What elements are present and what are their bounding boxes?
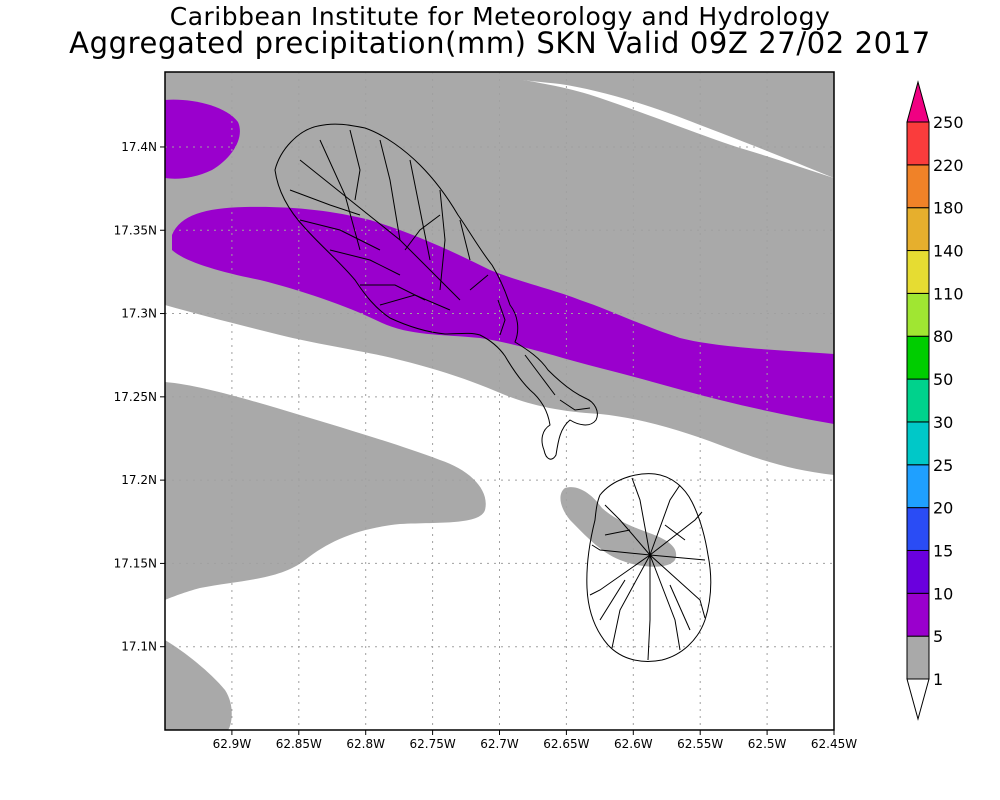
colorbar-level-label: 30 xyxy=(933,413,953,432)
colorbar-segment xyxy=(906,635,930,680)
lat-tick-label: 17.2N xyxy=(121,473,157,487)
colorbar-segment xyxy=(906,421,930,466)
nevis-outline xyxy=(586,473,712,662)
lon-tick-label: 62.65W xyxy=(543,737,589,751)
title-line-2: Aggregated precipitation(mm) SKN Valid 0… xyxy=(69,26,931,60)
map-grid xyxy=(165,72,834,730)
colorbar-level-label: 50 xyxy=(933,370,953,389)
precip-area-5-10mm-northwest xyxy=(165,99,240,179)
lat-tick-label: 17.35N xyxy=(114,223,157,237)
colorbar-level-label: 110 xyxy=(933,284,964,303)
colorbar-level-label: 15 xyxy=(933,541,953,560)
lat-tick-label: 17.4N xyxy=(121,140,157,154)
lon-tick-label: 62.5W xyxy=(748,737,787,751)
colorbar-segment xyxy=(906,378,930,423)
colorbar-level-label: 180 xyxy=(933,199,964,218)
lon-axis: 62.9W 62.85W 62.8W 62.75W 62.7W 62.65W 62.6W 62… xyxy=(213,730,857,751)
colorbar-level-label: 20 xyxy=(933,499,953,518)
lon-tick-label: 62.6W xyxy=(614,737,653,751)
lon-tick-label: 62.85W xyxy=(276,737,322,751)
colorbar-over-triangle xyxy=(906,80,930,123)
colorbar-level-label: 10 xyxy=(933,584,953,603)
precip-area-1-5mm-nevis xyxy=(560,487,677,567)
colorbar-segment xyxy=(906,507,930,551)
lat-tick-label: 17.15N xyxy=(114,556,157,570)
lon-tick-label: 62.45W xyxy=(811,737,857,751)
colorbar-level-label: 5 xyxy=(933,627,943,646)
lon-tick-label: 62.9W xyxy=(213,737,252,751)
colorbar-segment xyxy=(906,121,930,166)
colorbar-level-label: 140 xyxy=(933,242,964,261)
lat-tick-label: 17.3N xyxy=(121,307,157,321)
precip-area-1-5mm-corner xyxy=(165,640,232,730)
colorbar-segment xyxy=(906,250,930,294)
lat-axis: 17.4N 17.35N 17.3N 17.25N 17.2N 17.15N 17.1N xyxy=(114,140,165,654)
colorbar-level-label: 25 xyxy=(933,456,953,475)
lat-tick-label: 17.25N xyxy=(114,390,157,404)
lon-tick-label: 62.8W xyxy=(346,737,385,751)
precip-area-1-5mm-north xyxy=(165,72,834,178)
colorbar-under-triangle xyxy=(906,678,930,721)
colorbar-segment xyxy=(906,464,930,509)
colorbar-segment xyxy=(906,549,930,594)
st-kitts-outline xyxy=(274,123,598,460)
colorbar-level-label: 220 xyxy=(933,156,964,175)
lon-tick-label: 62.75W xyxy=(409,737,455,751)
lat-tick-label: 17.1N xyxy=(121,640,157,654)
colorbar-segment xyxy=(906,164,930,209)
colorbar-level-label: 1 xyxy=(933,670,943,689)
colorbar-segment xyxy=(906,592,930,637)
lon-tick-label: 62.55W xyxy=(677,737,723,751)
colorbar-level-label: 80 xyxy=(933,327,953,346)
colorbar-segment xyxy=(906,335,930,380)
lon-tick-label: 62.7W xyxy=(480,737,519,751)
precip-area-1-5mm-southwest xyxy=(165,382,486,600)
colorbar-segment xyxy=(906,292,930,337)
title-line-1: Caribbean Institute for Meteorology and … xyxy=(169,2,831,31)
colorbar-segment xyxy=(906,207,930,252)
colorbar-level-label: 250 xyxy=(933,113,964,132)
